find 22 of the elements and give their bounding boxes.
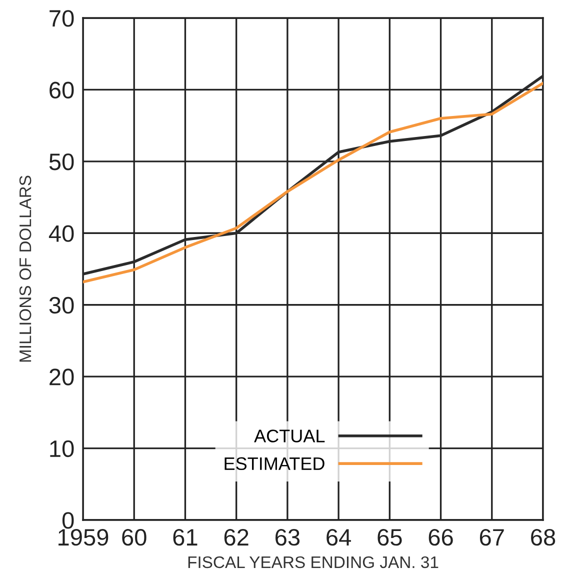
y-tick-label: 20 [50, 368, 74, 386]
y-axis-title: MILLIONS OF DOLLARS [19, 176, 32, 362]
x-tick-label: 65 [378, 528, 402, 546]
y-tick-label: 0 [62, 512, 74, 529]
x-tick-label: 68 [531, 528, 556, 546]
y-tick-label: 10 [50, 440, 74, 458]
x-tick-label: 64 [326, 528, 351, 546]
x-tick-label: 63 [276, 528, 300, 546]
x-tick-label: 67 [480, 528, 504, 546]
x-tick-label: 61 [173, 528, 198, 546]
legend-label: ACTUAL [254, 430, 325, 442]
y-tick-label: 40 [48, 225, 74, 242]
x-tick-label: 60 [122, 528, 146, 546]
y-tick-label: 30 [49, 296, 74, 314]
x-tick-label: 66 [428, 528, 453, 546]
y-tick-label: 50 [49, 153, 74, 170]
y-tick-label: 70 [50, 10, 74, 27]
x-tick-label: 62 [224, 528, 248, 546]
y-tick-label: 60 [50, 82, 74, 98]
legend-label: ESTIMATED [224, 457, 324, 470]
x-tick-label: 1959 [58, 528, 108, 546]
x-axis-title: FISCAL YEARS ENDING JAN. 31 [188, 556, 438, 568]
